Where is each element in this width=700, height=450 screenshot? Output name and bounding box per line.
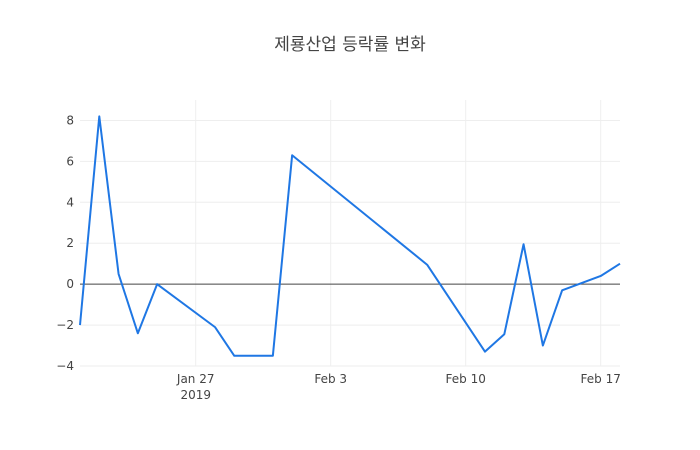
y-tick-label: 8: [66, 113, 74, 127]
data-point: [79, 324, 81, 326]
y-tick-label: 4: [66, 195, 74, 209]
x-tick-year-label: 2019: [180, 388, 211, 402]
data-point: [214, 326, 216, 328]
data-point: [98, 115, 100, 117]
data-point: [600, 275, 602, 277]
series-layer: [79, 115, 621, 357]
data-point: [561, 289, 563, 291]
data-point: [233, 355, 235, 357]
x-tick-label: Feb 17: [581, 372, 621, 386]
axis-layer: −4 −2 0 2 4 6 8 Jan 27 2019 Feb 3 Feb 10 Feb 17: [56, 113, 621, 402]
data-point: [426, 264, 428, 266]
data-point: [291, 154, 293, 156]
data-point: [156, 283, 158, 285]
y-tick-label: 0: [66, 277, 74, 291]
y-tick-label: −4: [56, 359, 74, 373]
x-tick-label: Feb 10: [446, 372, 486, 386]
data-point: [484, 351, 486, 353]
series-line: [79, 115, 621, 357]
data-point: [118, 273, 120, 275]
grid-layer: [80, 100, 620, 367]
data-point: [272, 355, 274, 357]
data-point: [523, 243, 525, 245]
data-point: [619, 263, 621, 265]
data-point: [542, 345, 544, 347]
y-tick-label: 2: [66, 236, 74, 250]
data-point: [137, 332, 139, 334]
y-tick-label: 6: [66, 154, 74, 168]
x-tick-label: Jan 27: [176, 372, 215, 386]
data-point: [503, 333, 505, 335]
y-tick-label: −2: [56, 318, 74, 332]
chart-title: 제룡산업 등락률 변화: [274, 35, 426, 55]
x-tick-label: Feb 3: [314, 372, 347, 386]
